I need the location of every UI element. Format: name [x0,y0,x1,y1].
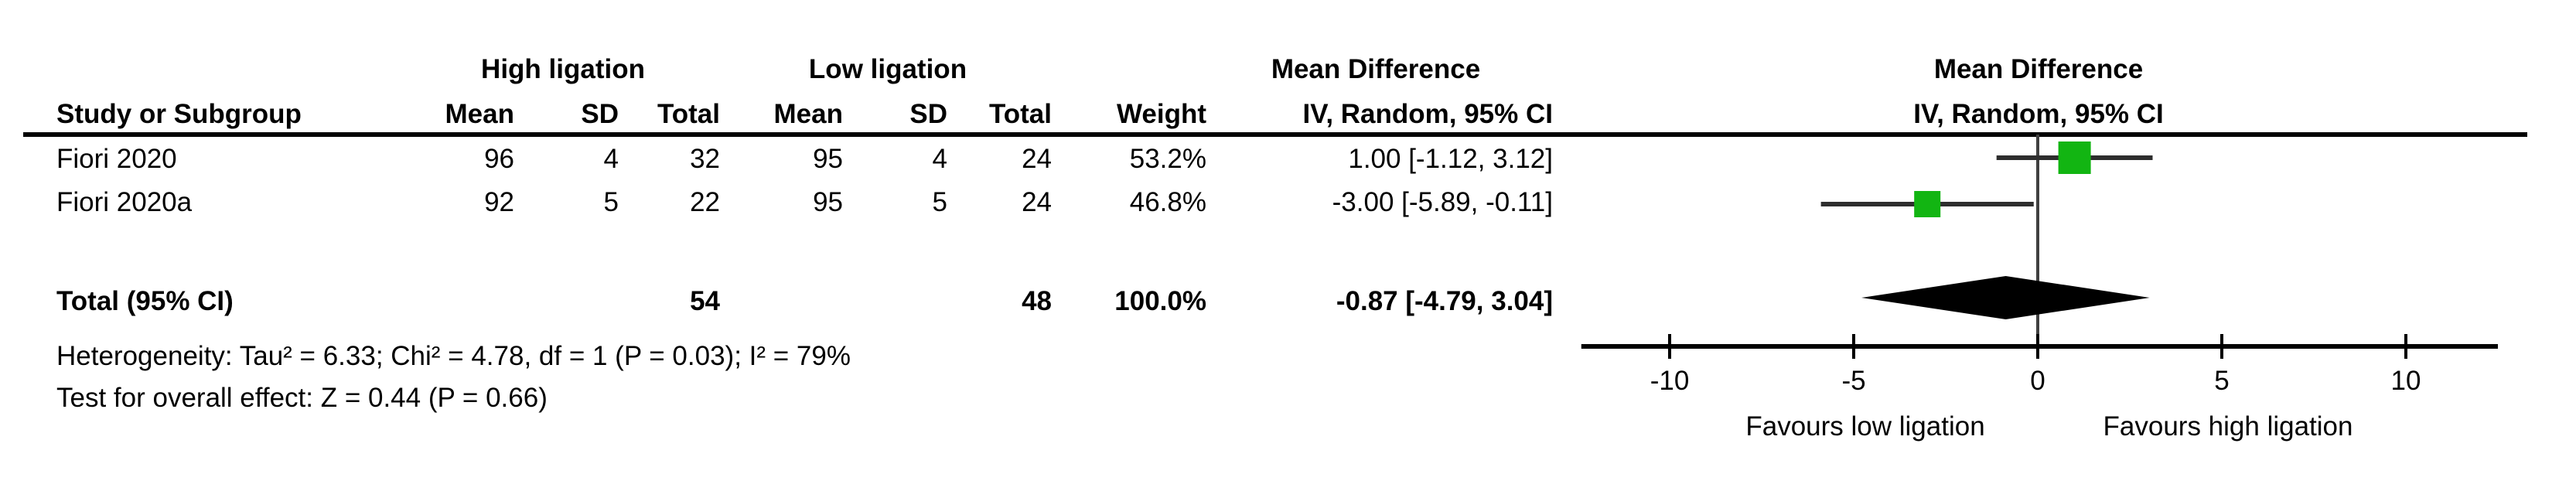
ci-text-cell: -3.00 [-5.89, -0.11] [1332,187,1553,217]
sd-low-cell: 4 [932,144,947,174]
weight-cell: 46.8% [1129,187,1206,217]
effect-square [2058,142,2091,174]
axis-tick-label: -10 [1650,366,1690,396]
weight-cell: 53.2% [1129,144,1206,174]
study-name: Fiori 2020a [56,187,193,217]
total-row-label: Total (95% CI) [56,286,234,316]
axis-tick-label: -5 [1841,366,1865,396]
total-weight: 100.0% [1114,286,1206,316]
favours-left-label: Favours low ligation [1745,411,1985,442]
total-low-sum: 48 [1022,286,1052,316]
axis-tick-label: 5 [2214,366,2229,396]
axis-tick-label: 10 [2391,366,2421,396]
group-header-high-ligation: High ligation [481,54,645,84]
sd-high-cell: 5 [603,187,619,217]
total-high-cell: 22 [690,187,720,217]
total-low-cell: 24 [1022,144,1052,174]
ci-text-cell: 1.00 [-1.12, 3.12] [1348,144,1553,174]
col-header-total-low: Total [988,99,1052,129]
mean-low-cell: 95 [813,144,843,174]
total-ci-text: -0.87 [-4.79, 3.04] [1336,286,1553,316]
col-header-weight: Weight [1116,99,1206,129]
effect-column-title: Mean Difference [1271,54,1481,84]
mean-high-cell: 92 [484,187,514,217]
total-diamond [1861,276,2150,319]
mean-low-cell: 95 [813,187,843,217]
plot-title: Mean Difference [1933,54,2144,84]
favours-right-label: Favours high ligation [2103,411,2353,442]
col-header-sd-low: SD [909,99,947,129]
axis-tick-label: 0 [2030,366,2045,396]
plot-header-method-ci: IV, Random, 95% CI [1913,99,2164,129]
group-header-low-ligation: Low ligation [808,54,967,84]
total-low-cell: 24 [1022,187,1052,217]
col-header-study: Study or Subgroup [56,99,302,129]
study-name: Fiori 2020 [56,144,177,174]
sd-high-cell: 4 [603,144,619,174]
sd-low-cell: 5 [932,187,947,217]
total-high-cell: 32 [690,144,720,174]
col-header-total-high: Total [657,99,720,129]
col-header-mean-high: Mean [445,99,514,129]
mean-high-cell: 96 [484,144,514,174]
col-header-sd-high: SD [581,99,619,129]
col-header-mean-low: Mean [773,99,843,129]
heterogeneity-note: Heterogeneity: Tau² = 6.33; Chi² = 4.78,… [56,341,851,371]
total-high-sum: 54 [690,286,720,316]
col-header-method-ci: IV, Random, 95% CI [1302,99,1553,129]
overall-effect-note: Test for overall effect: Z = 0.44 (P = 0… [56,383,548,413]
effect-square [1914,191,1941,217]
header-rule [23,132,2527,137]
